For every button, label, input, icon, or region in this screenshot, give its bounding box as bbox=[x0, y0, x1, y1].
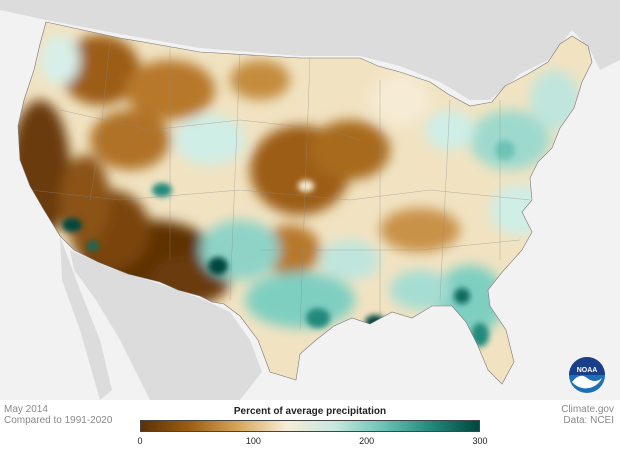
us-outline bbox=[17, 21, 593, 385]
source-site: Climate.gov bbox=[561, 404, 614, 415]
legend-title: Percent of average precipitation bbox=[233, 406, 387, 417]
noaa-logo-text: NOAA bbox=[577, 367, 598, 374]
precipitation-map bbox=[0, 0, 620, 400]
legend-tick-200: 200 bbox=[359, 436, 375, 446]
footer: May 2014 Compared to 1991-2020 Percent o… bbox=[0, 400, 620, 450]
legend-tick-300: 300 bbox=[472, 436, 488, 446]
legend-colorbar bbox=[140, 420, 480, 432]
source-caption: Climate.gov Data: NCEI bbox=[561, 404, 614, 426]
baseline-line: Compared to 1991-2020 bbox=[4, 415, 113, 426]
legend-tick-100: 100 bbox=[245, 436, 261, 446]
date-caption: May 2014 Compared to 1991-2020 bbox=[4, 404, 112, 426]
state-borders bbox=[29, 39, 531, 331]
source-data: Data: NCEI bbox=[563, 415, 614, 426]
date-line: May 2014 bbox=[4, 404, 48, 415]
noaa-logo: NOAA bbox=[569, 357, 605, 393]
legend-tick-0: 0 bbox=[137, 436, 143, 446]
surrounding-land bbox=[0, 0, 620, 400]
